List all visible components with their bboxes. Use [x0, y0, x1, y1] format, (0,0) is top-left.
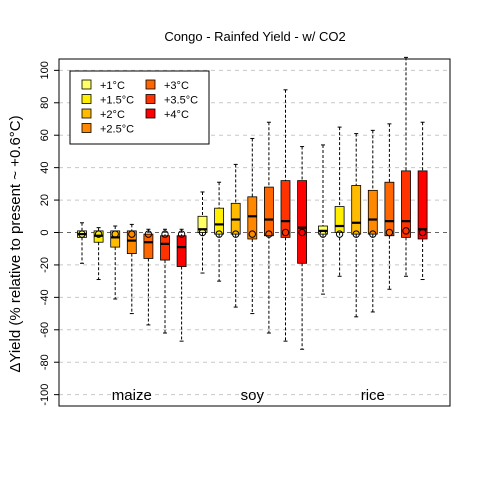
box-maize	[160, 235, 170, 261]
mean-marker	[128, 230, 136, 238]
y-tick-label: 100	[39, 61, 51, 79]
legend-label: +2.5°C	[100, 124, 134, 136]
legend: +1°C +1.5°C +2°C +2.5°C +3°C +3.5°C +4°C	[69, 70, 210, 145]
box-soy	[247, 196, 258, 240]
box-soy	[297, 180, 308, 264]
mean-marker	[335, 230, 344, 238]
box-rice	[417, 170, 428, 240]
group-label-soy: soy	[241, 387, 265, 404]
legend-frame	[69, 70, 210, 145]
mean-marker	[78, 230, 86, 238]
legend-swatch	[145, 79, 156, 90]
legend-swatch	[81, 108, 92, 119]
mean-marker	[418, 228, 427, 237]
mean-marker	[265, 230, 273, 238]
y-axis: -100 -80 -60 -40 -20 0 20 40 60 80 100	[39, 61, 59, 406]
mean-marker	[402, 227, 410, 235]
y-tick-label: -100	[39, 384, 51, 406]
legend-swatch	[145, 108, 156, 119]
legend-label: +3.5°C	[164, 95, 198, 107]
y-tick-label: 60	[39, 129, 51, 141]
mean-marker	[298, 228, 306, 237]
y-tick-label: -80	[39, 354, 51, 370]
box-soy	[197, 215, 208, 233]
box-soy	[214, 207, 225, 235]
legend-label: +1°C	[100, 80, 125, 92]
legend-label: +3°C	[164, 80, 189, 92]
mean-marker	[352, 230, 360, 238]
mean-marker	[111, 230, 119, 238]
mean-marker	[385, 228, 394, 237]
group-labels: maize soy rice	[112, 387, 385, 404]
mean-marker	[369, 230, 377, 238]
y-tick-label: 40	[39, 162, 51, 174]
mean-marker	[232, 230, 240, 238]
mean-marker	[161, 230, 169, 238]
mean-marker	[177, 230, 186, 238]
box-rice	[334, 206, 345, 233]
legend-swatch	[145, 94, 156, 104]
y-tick-label: -60	[39, 322, 51, 338]
y-tick-label: 80	[39, 97, 51, 109]
mean-marker	[198, 228, 207, 237]
y-axis-label: ΔYield (% relative to present ~ +0.6°C)	[7, 115, 24, 372]
y-tick-label: 20	[39, 194, 51, 206]
box-rice	[367, 189, 378, 235]
legend-label: +1.5°C	[100, 95, 134, 107]
group-label-maize: maize	[112, 387, 152, 404]
box-rice	[384, 181, 395, 237]
mean-marker	[144, 230, 153, 238]
mean-marker	[319, 230, 327, 238]
chart-title: Congo - Rainfed Yield - w/ CO2	[164, 29, 345, 44]
legend-swatch	[81, 123, 92, 133]
box-rice	[401, 170, 411, 238]
mean-marker	[94, 230, 103, 238]
box-series	[77, 56, 428, 350]
box-maize	[176, 235, 187, 267]
box-rice	[351, 185, 362, 235]
legend-label: +2°C	[100, 109, 125, 121]
box-soy	[263, 186, 274, 237]
box-soy	[280, 180, 291, 238]
legend-swatch	[81, 94, 92, 104]
legend-swatch	[81, 79, 92, 90]
legend-label: +4°C	[164, 109, 189, 121]
box-maize	[143, 233, 154, 259]
y-tick-label: -20	[39, 257, 51, 273]
mean-marker	[281, 228, 290, 237]
y-tick-label: -40	[39, 289, 51, 305]
mean-marker	[248, 230, 257, 238]
mean-marker	[215, 230, 223, 238]
group-label-rice: rice	[361, 387, 385, 404]
y-tick-label: 0	[39, 229, 51, 235]
